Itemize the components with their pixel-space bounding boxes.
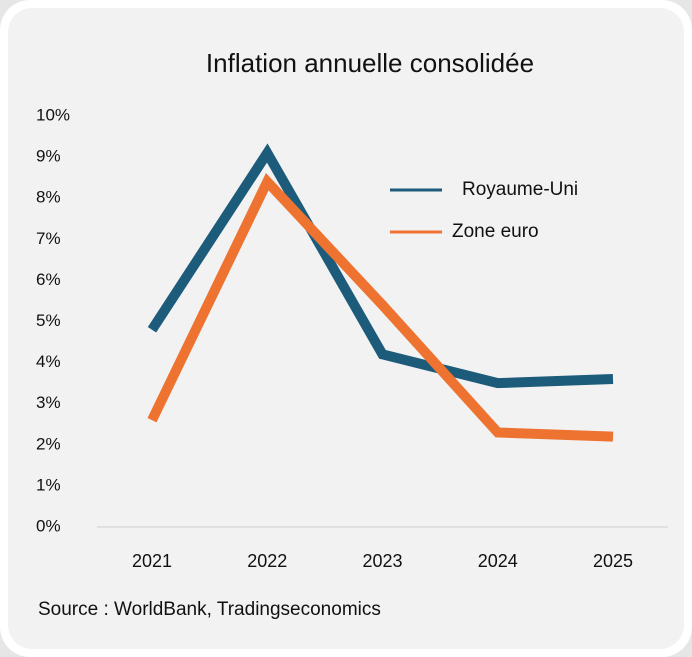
x-tick-label: 2024 (478, 551, 518, 571)
x-tick-label: 2025 (593, 551, 633, 571)
x-tick-label: 2023 (362, 551, 402, 571)
chart-title: Inflation annuelle consolidée (206, 48, 534, 78)
x-tick-label: 2022 (247, 551, 287, 571)
source: Source : WorldBank, Tradingseconomics (38, 599, 381, 620)
legend-label: Royaume-Uni (462, 179, 578, 200)
y-tick-label: 4% (36, 352, 61, 371)
card (8, 8, 684, 649)
series-line (147, 173, 614, 442)
y-tick-label: 9% (36, 147, 61, 166)
y-tick-label: 1% (36, 475, 61, 494)
y-tick-label: 0% (36, 516, 61, 535)
y-tick-label: 2% (36, 434, 61, 453)
y-tick-label: 3% (36, 393, 61, 412)
y-tick-label: 8% (36, 188, 61, 207)
y-tick-label: 7% (36, 229, 61, 248)
series-line (147, 143, 614, 389)
y-tick-label: 6% (36, 270, 61, 289)
y-tick-label: 5% (36, 311, 61, 330)
legend-label: Zone euro (452, 221, 539, 242)
x-tick-label: 2021 (132, 551, 172, 571)
y-tick-label: 10% (36, 105, 70, 124)
